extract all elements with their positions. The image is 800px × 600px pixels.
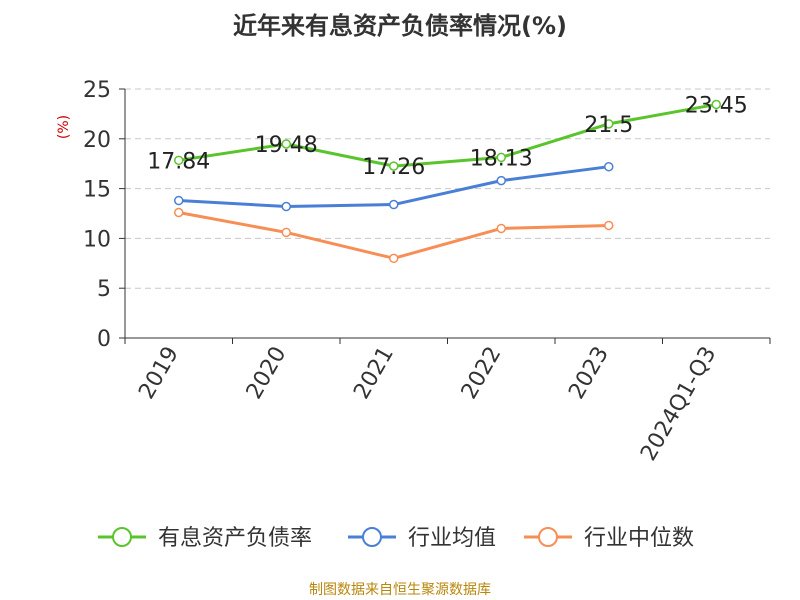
y-tick-label: 0 (97, 327, 111, 352)
data-point-2 (281, 227, 291, 238)
legend-item-0: 有息资产负债率 (98, 526, 312, 551)
data-point-0 (281, 139, 291, 149)
data-label: 17.84 (147, 149, 210, 174)
data-label-layer: 17.84 19.48 17.26 18.13 21.5 23.45 (147, 93, 747, 180)
data-point-1 (174, 195, 184, 206)
data-point-1 (604, 161, 614, 172)
x-tick-label: 2020 (242, 343, 292, 404)
legend-marker (362, 527, 382, 547)
data-label: 21.5 (584, 113, 633, 138)
data-point-1 (281, 201, 291, 212)
legend-label: 行业中位数 (584, 526, 694, 551)
x-tick-label: 2022 (457, 343, 507, 404)
chart-title: 近年来有息资产负债率情况(%) (233, 12, 567, 40)
grid-layer (125, 88, 770, 289)
data-point-1 (496, 175, 506, 186)
data-label: 17.26 (362, 155, 425, 180)
legend-marker (112, 527, 132, 547)
data-point-0 (496, 152, 506, 163)
y-tick-label: 10 (83, 227, 111, 252)
data-point-2 (174, 207, 184, 218)
series-line-2 (178, 211, 609, 260)
data-label: 19.48 (255, 133, 318, 158)
y-tick-label: 5 (97, 277, 111, 302)
y-axis-title: (%) (56, 115, 72, 139)
series-line-0 (178, 102, 717, 168)
legend-marker (538, 527, 558, 547)
y-tick-label: 20 (83, 128, 111, 153)
legend-item-1: 行业均值 (348, 526, 496, 551)
data-label: 18.13 (470, 146, 533, 171)
data-point-0 (389, 161, 399, 171)
data-point-2 (389, 253, 399, 264)
data-point-2 (604, 220, 614, 231)
source-note: 制图数据来自恒生聚源数据库 (309, 582, 491, 598)
legend: 有息资产负债率 行业均值 行业中位数 (98, 526, 694, 551)
x-tick-label: 2019 (134, 343, 184, 404)
legend-label: 行业均值 (408, 526, 496, 551)
x-tick-label: 2021 (349, 343, 399, 404)
x-tick-label: 2023 (564, 343, 614, 404)
legend-label: 有息资产负债率 (158, 526, 312, 551)
y-tick-label: 15 (83, 178, 111, 203)
series-layer (174, 99, 721, 264)
data-point-0 (174, 155, 184, 166)
data-point-1 (389, 199, 399, 210)
legend-item-2: 行业中位数 (524, 526, 694, 551)
data-point-0 (711, 99, 721, 110)
axis-layer: 0 5 10 15 20 25 (%) 2019 2020 2021 2022 2023 2024Q1-… (56, 78, 771, 466)
data-label: 23.45 (685, 93, 748, 118)
y-tick-label: 25 (83, 78, 111, 103)
data-point-2 (496, 223, 506, 234)
x-tick-label: 2024Q1-Q3 (636, 343, 721, 466)
data-point-0 (604, 119, 614, 129)
